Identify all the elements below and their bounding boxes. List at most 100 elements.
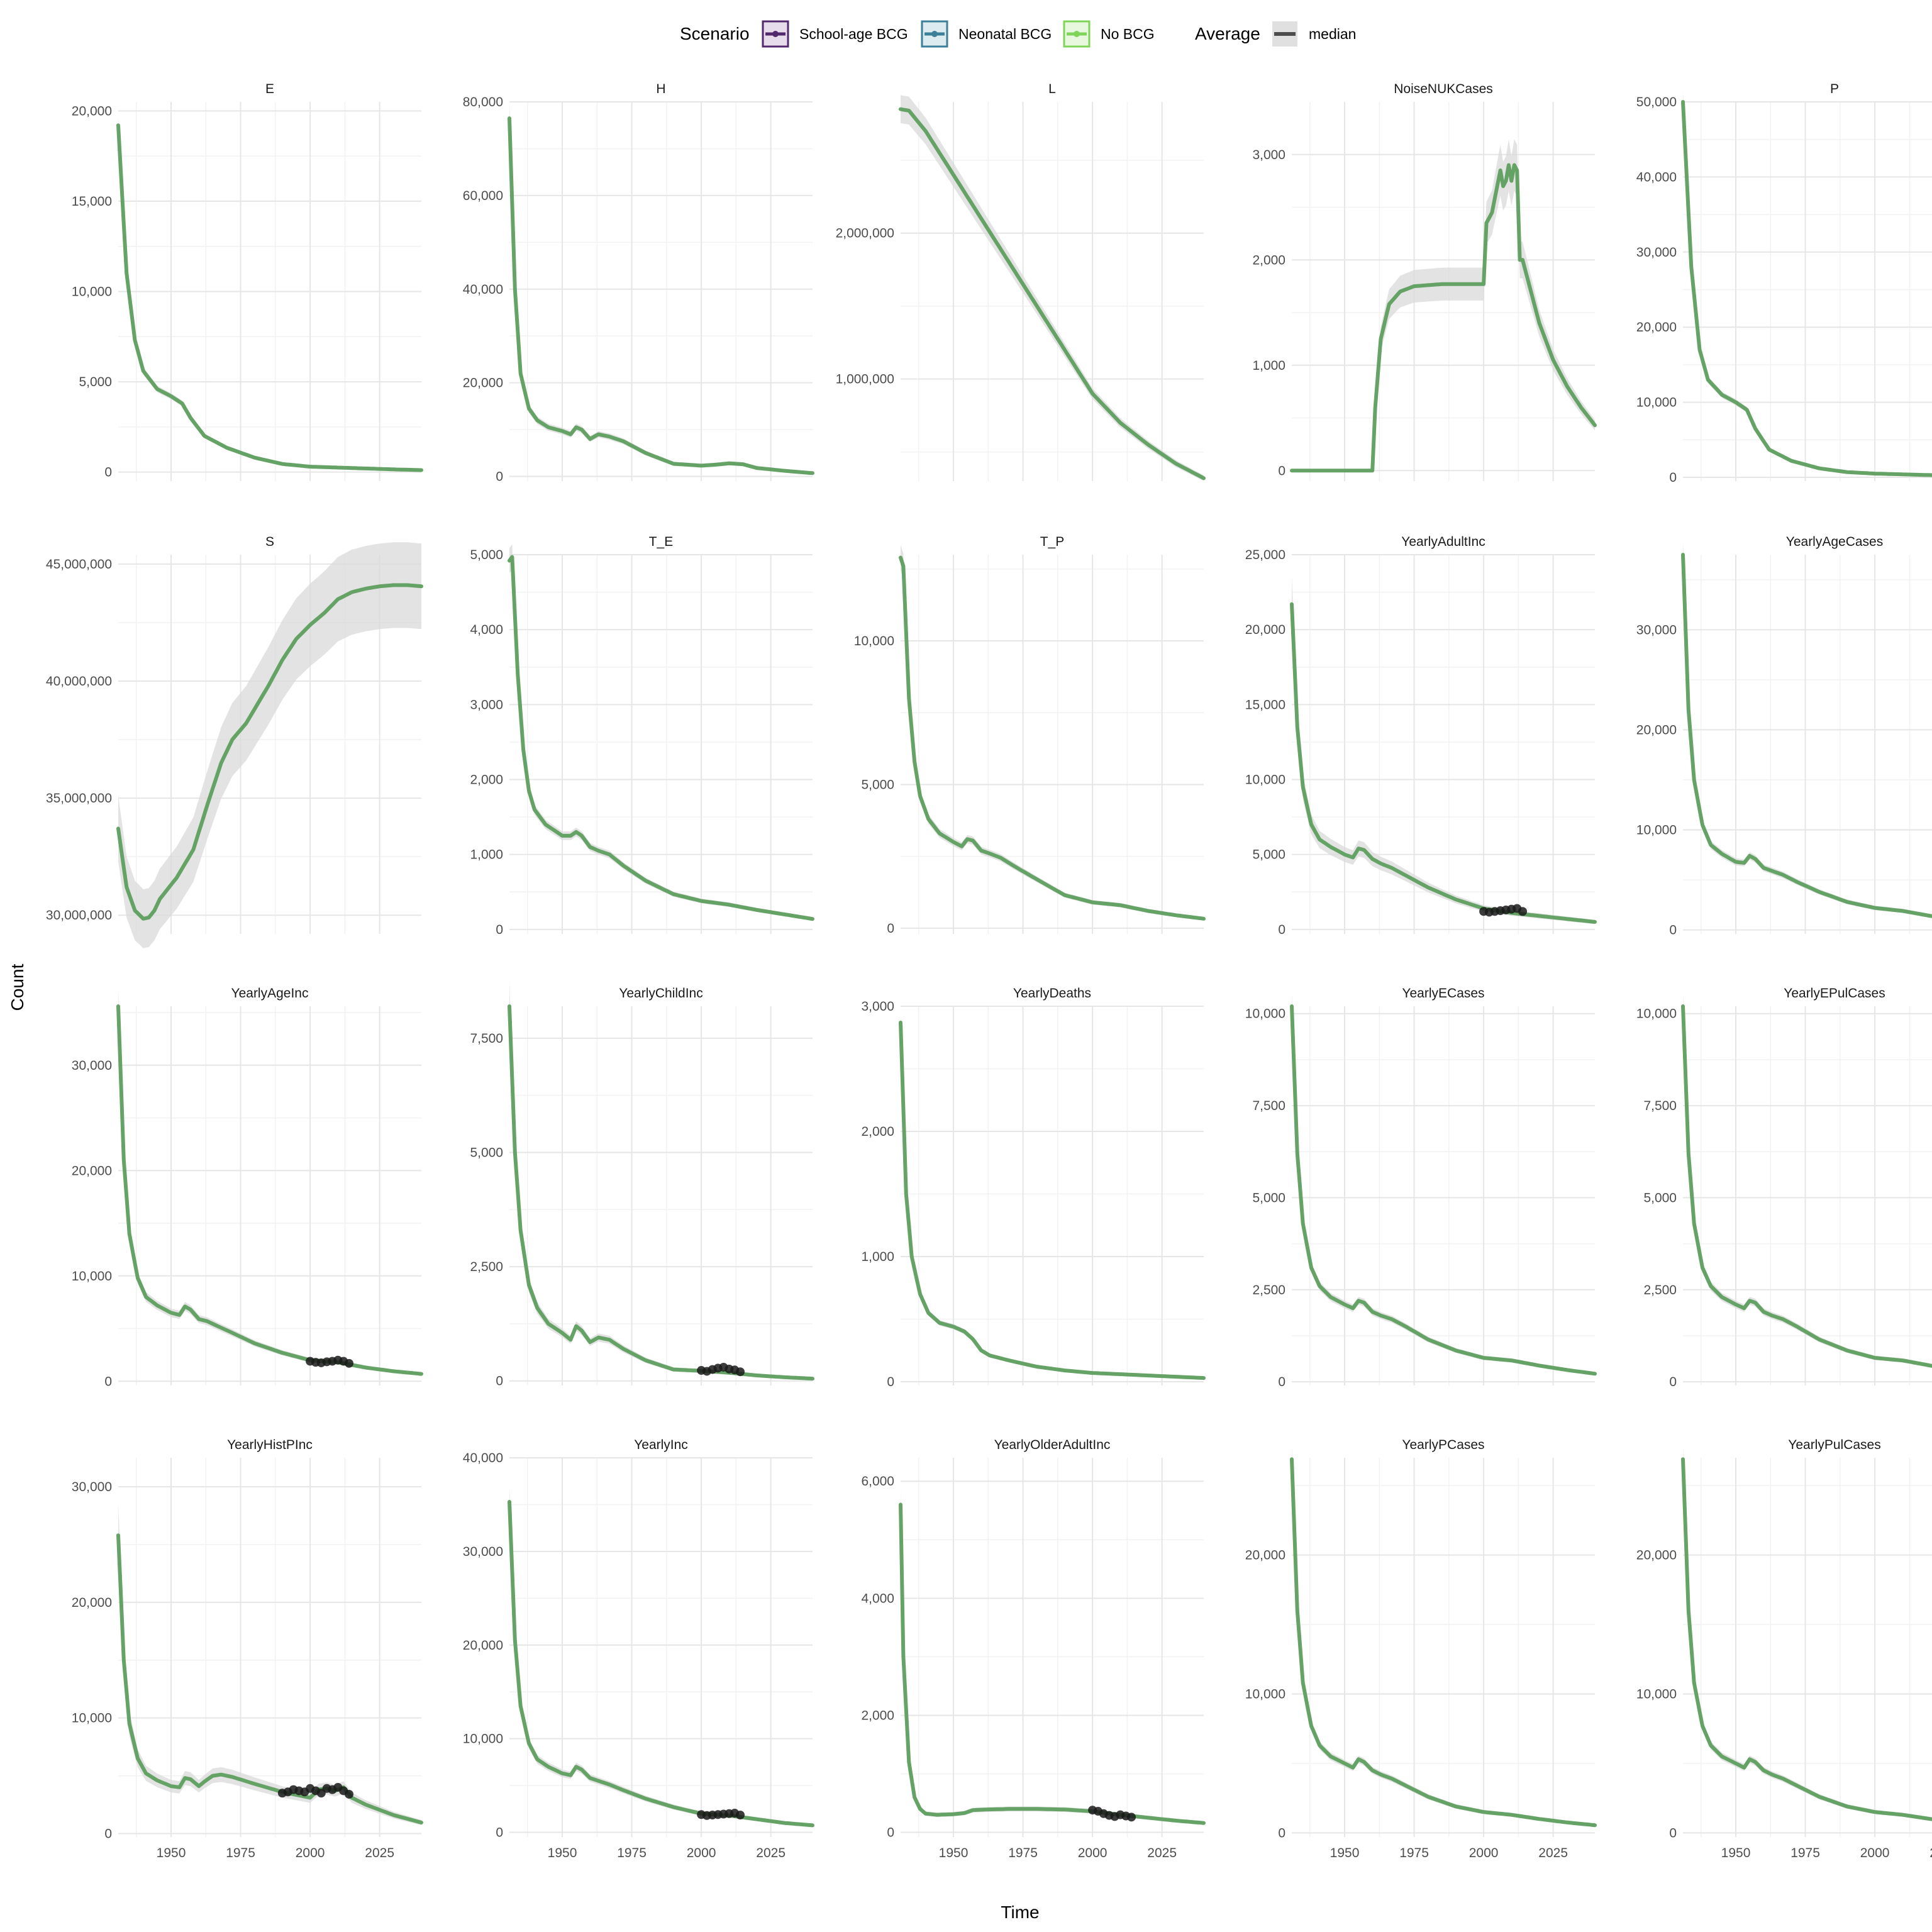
observation-point <box>1518 907 1528 916</box>
series-line-median <box>1290 1004 1597 1376</box>
panel-yearlyinc: YearlyInc 0 10,000 20,000 30,000 40,000 1950 19… <box>463 1438 814 1860</box>
y-tick-label: 20,000 <box>1636 320 1677 335</box>
legend-label-school-age-bcg: School-age BCG <box>799 26 908 42</box>
y-tick-label: 1,000 <box>1252 358 1285 373</box>
y-tick-label: 10,000 <box>1636 823 1677 838</box>
panel-title: YearlyEPulCases <box>1784 986 1885 1001</box>
y-tick-label: 80,000 <box>463 95 503 109</box>
y-tick-label: 0 <box>104 465 112 480</box>
y-tick-label: 0 <box>887 1826 894 1840</box>
y-tick-label: 0 <box>1669 1826 1677 1840</box>
y-tick-label: 0 <box>1669 1375 1677 1389</box>
observation-point <box>345 1358 354 1368</box>
legend-item-median: median <box>1272 21 1356 47</box>
y-tick-label: 20,000 <box>463 376 503 391</box>
y-tick-label: 1,000 <box>861 1250 894 1264</box>
series-line-median <box>1681 1457 1932 1821</box>
y-tick-label: 5,000 <box>1252 848 1285 862</box>
y-tick-label: 0 <box>496 470 503 484</box>
y-tick-label: 1,000,000 <box>836 372 894 387</box>
panel-title: YearlyECases <box>1402 986 1484 1001</box>
x-tick-label: 2025 <box>1147 1846 1177 1860</box>
panel-yearlyolderadultinc: YearlyOlderAdultInc 0 2,000 4,000 6,000 1950 1… <box>861 1438 1206 1860</box>
panel-title: YearlyHistPInc <box>227 1438 313 1452</box>
y-tick-label: 5,000 <box>1252 1191 1285 1205</box>
series-line-median <box>116 123 423 472</box>
y-tick-label: 20,000 <box>72 1596 112 1610</box>
x-tick-label: 1975 <box>1399 1846 1429 1860</box>
y-tick-label: 7,500 <box>470 1031 503 1046</box>
panel-noisenukcases: NoiseNUKCases 0 1,000 2,000 3,000 <box>1252 82 1597 481</box>
x-tick-label: 2000 <box>1469 1846 1499 1860</box>
observation-point <box>736 1811 745 1820</box>
y-tick-label: 35,000,000 <box>46 791 112 806</box>
x-tick-label: 2025 <box>756 1846 786 1860</box>
y-tick-label: 15,000 <box>72 194 112 209</box>
y-tick-label: 10,000 <box>72 1269 112 1284</box>
y-tick-label: 15,000 <box>1245 697 1285 712</box>
panel-l: L 1,000,000 2,000,000 <box>836 82 1206 481</box>
x-tick-label: 1950 <box>939 1846 969 1860</box>
series-line-median <box>116 1533 423 1824</box>
series-line-median <box>1290 1457 1597 1828</box>
x-tick-label: 1950 <box>157 1846 186 1860</box>
y-tick-label: 10,000 <box>854 634 894 648</box>
y-tick-label: 0 <box>1278 1826 1285 1840</box>
y-tick-label: 30,000 <box>72 1058 112 1073</box>
legend-item-school-age-bcg: School-age BCG <box>762 20 908 48</box>
panel-t-p: T_P 0 5,000 10,000 <box>854 535 1206 936</box>
panel-t-e: T_E 0 1,000 2,000 3,000 4,000 5,000 <box>470 535 814 937</box>
series-line-median <box>1681 100 1932 477</box>
series-line-median <box>1290 163 1597 473</box>
y-tick-label: 5,000 <box>861 777 894 792</box>
series-line-median <box>899 107 1206 480</box>
uncertainty-band <box>901 95 1204 481</box>
y-tick-label: 20,000 <box>1636 723 1677 737</box>
series-line-median <box>1290 602 1597 924</box>
y-tick-label: 20,000 <box>72 104 112 118</box>
panels: E 0 5,000 10,000 15,000 20,000 H 0 20,000 40,000 6… <box>46 82 1932 1860</box>
y-tick-label: 0 <box>1669 923 1677 938</box>
y-tick-label: 40,000 <box>1636 170 1677 184</box>
y-tick-label: 25,000 <box>1245 548 1285 562</box>
y-tick-label: 3,000 <box>1252 148 1285 162</box>
panel-title: YearlyAgeCases <box>1786 535 1884 549</box>
y-tick-label: 10,000 <box>1245 1687 1285 1701</box>
y-tick-label: 20,000 <box>1245 1548 1285 1563</box>
series-line-median <box>899 555 1206 921</box>
y-tick-label: 1,000 <box>470 848 503 862</box>
legend-label-no-bcg: No BCG <box>1101 26 1155 42</box>
y-tick-label: 0 <box>1278 464 1285 478</box>
panel-h: H 0 20,000 40,000 60,000 80,000 <box>463 82 814 484</box>
y-tick-label: 0 <box>1278 923 1285 937</box>
y-tick-label: 2,000 <box>1252 253 1285 267</box>
x-tick-label: 2000 <box>1860 1846 1890 1860</box>
legend-label-neonatal-bcg: Neonatal BCG <box>958 26 1052 42</box>
y-tick-label: 10,000 <box>1245 773 1285 787</box>
y-tick-label: 0 <box>496 923 503 937</box>
y-tick-label: 3,000 <box>470 697 503 712</box>
y-tick-label: 30,000 <box>1636 245 1677 260</box>
x-tick-label: 2025 <box>365 1846 394 1860</box>
legend-key-point <box>772 31 779 37</box>
panel-title: YearlyPulCases <box>1788 1438 1880 1452</box>
panel-title: S <box>265 535 274 549</box>
y-tick-label: 10,000 <box>463 1732 503 1746</box>
legend: Scenario School-age BCG Neonatal BCG No … <box>680 20 1356 48</box>
series-line-median <box>116 1004 423 1376</box>
series-line-median <box>899 1020 1206 1380</box>
panel-title: YearlyDeaths <box>1013 986 1091 1001</box>
y-tick-label: 50,000 <box>1636 95 1677 109</box>
x-tick-label: 1975 <box>1790 1846 1820 1860</box>
panel-title: YearlyInc <box>634 1438 688 1452</box>
y-tick-label: 0 <box>104 1826 112 1841</box>
panel-yearlyhistpinc: YearlyHistPInc 0 10,000 20,000 30,000 1950 197… <box>72 1438 423 1860</box>
y-tick-label: 5,000 <box>79 375 112 389</box>
y-tick-label: 10,000 <box>1245 1007 1285 1021</box>
y-tick-label: 20,000 <box>1636 1548 1677 1563</box>
y-tick-label: 3,000 <box>861 999 894 1014</box>
panel-title: NoiseNUKCases <box>1394 82 1493 96</box>
panel-title: YearlyAdultInc <box>1401 535 1485 549</box>
panel-e: E 0 5,000 10,000 15,000 20,000 <box>72 82 423 481</box>
